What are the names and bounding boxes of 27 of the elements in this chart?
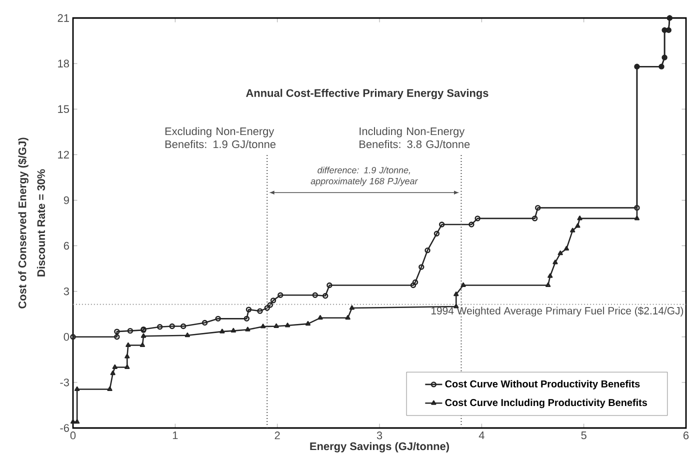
x-tick-label: 0	[70, 432, 76, 440]
x-tick-label: 6	[684, 432, 689, 440]
x-tick-label: 4	[478, 432, 484, 440]
ref-line-label: Including Non-Energy Benefits: 3.8 GJ/tonne	[360, 127, 470, 148]
y-axis-title: Cost of Conserved Energy ($/GJ)	[18, 138, 28, 308]
ref-line-label: Excluding Non-Energy Benefits: 1.9 GJ/tonne	[165, 127, 276, 148]
legend-label: Cost Curve Without Productivity Benefits	[445, 380, 640, 390]
y-tick-label: 18	[58, 60, 69, 68]
legend-label: Cost Curve Including Productivity Benefits	[445, 398, 648, 408]
annotation: difference: 1.9 J/tonne, approximately 168 PJ/year	[310, 166, 418, 186]
x-tick-label: 1	[172, 432, 178, 440]
text: Discount Rate = 30%	[36, 169, 46, 276]
y-tick-label: 21	[58, 14, 69, 22]
y-tick-label: 9	[64, 196, 69, 204]
text: Annual Cost-Effective Primary Energy Savings	[246, 88, 488, 100]
ref-line-label: 1994 Weighted Average Primary Fuel Price ($2.14/GJ)	[431, 306, 684, 317]
x-axis-title: Energy Savings (GJ/tonne)	[310, 442, 449, 452]
y-tick-label: -6	[60, 424, 69, 432]
x-tick-label: 3	[376, 432, 382, 440]
y-tick-label: 12	[58, 150, 69, 158]
x-tick-label: 2	[274, 432, 280, 440]
y-tick-label: 0	[64, 333, 70, 341]
y-tick-label: 15	[58, 105, 70, 113]
x-tick-label: 5	[581, 432, 586, 440]
y-tick-label: 3	[64, 287, 69, 296]
y-tick-label: 6	[64, 242, 69, 250]
y-tick-label: -3	[60, 378, 69, 386]
